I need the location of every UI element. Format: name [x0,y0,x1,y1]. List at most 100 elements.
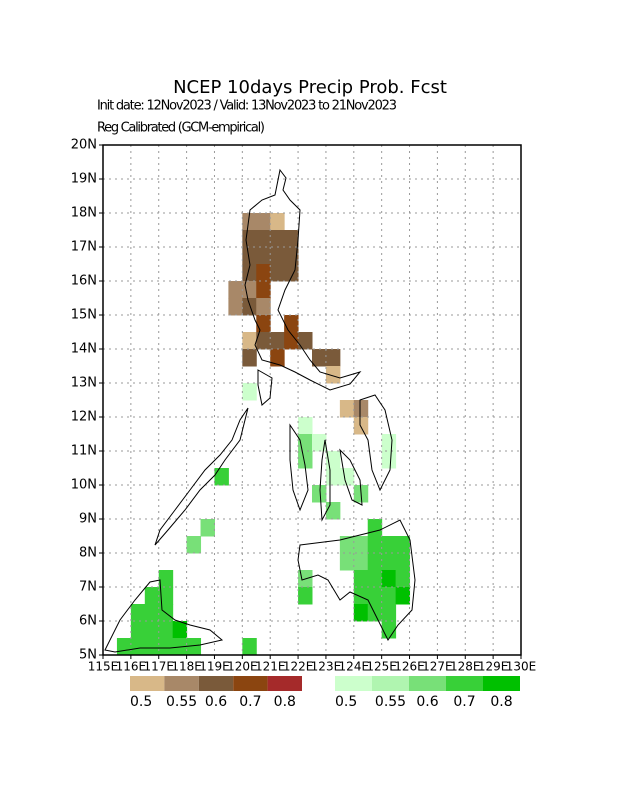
grid-cell [353,417,369,435]
grid-cell [242,264,257,282]
grid-cell [367,536,383,554]
subtitle: Init date: 12Nov2023 / Valid: 13Nov2023 … [97,99,397,114]
legend-swatch [335,676,372,691]
grid-cell [298,417,313,435]
grid-cell [381,553,397,571]
x-tick-label: 124E [339,660,370,674]
legend-swatch [409,676,446,691]
grid-cell [381,451,397,469]
grid-cell [325,366,341,384]
y-tick-label: 8N [79,546,97,561]
grid-cell [381,587,397,605]
x-tick-label: 116E [116,660,147,674]
grid-cell [242,213,257,231]
grid-cell [353,553,369,571]
y-tick-label: 7N [79,580,97,595]
y-tick-label: 15N [71,308,97,323]
legend-label: 0.8 [274,694,296,710]
grid-cell [270,332,285,350]
grid-cell [339,468,355,486]
legend-swatch [233,676,268,691]
grid-cell [242,247,257,265]
legend-label: 0.6 [416,694,438,710]
grid-cell [367,519,383,537]
x-tick-label: 125E [366,660,397,674]
y-tick-label: 10N [71,478,97,493]
legend-swatch [372,676,409,691]
grid-cell [367,604,383,622]
x-tick-label: 120E [227,660,258,674]
grid-cell [284,230,299,248]
legend-swatch [483,676,520,691]
grid-cell [325,349,341,367]
grid-cell [325,502,341,520]
grid-cell [298,587,313,605]
grid-cell [242,281,257,299]
x-tick-label: 122E [283,660,314,674]
legend-label: 0.5 [130,694,152,710]
legend-label: 0.6 [205,694,227,710]
grid-cell [130,604,146,622]
legend-label: 0.7 [239,694,261,710]
grid-cell [158,587,174,605]
grid-cell [353,604,369,622]
grid-cell [228,298,243,316]
grid-cell [284,315,299,333]
grid-cell [270,247,285,265]
grid-cell [270,230,285,248]
grid-cell [256,332,271,350]
x-tick-label: 128E [450,660,481,674]
grid-cell [270,213,285,231]
legend-swatch [267,676,302,691]
grid-cell [144,587,160,605]
grid-cell [284,247,299,265]
grid-cell [367,553,383,571]
grid-cell [312,485,327,503]
grid-cell [242,383,257,401]
grid-cell [381,570,397,588]
grid [103,145,521,655]
grid-cell [325,468,341,486]
grid-cell [381,536,397,554]
grid-cell [367,570,383,588]
grid-cell [158,621,174,639]
grid-cell [256,298,271,316]
grid-cell [367,587,383,605]
legend-label: 0.55 [375,694,406,710]
y-tick-label: 12N [71,410,97,425]
grid-cell [395,553,411,571]
y-tick-label: 5N [79,648,97,663]
legend-swatch [164,676,199,691]
grid-cell [158,638,174,656]
chart-title: NCEP 10days Precip Prob. Fcst [173,77,447,98]
y-tick-label: 16N [71,274,97,289]
x-tick-label: 117E [143,660,174,674]
x-tick-label: 130E [506,660,537,674]
grid-cell [242,230,257,248]
note: Reg Calibrated (GCM-empirical) [97,121,265,136]
x-tick-label: 121E [255,660,286,674]
grid-cell [256,213,271,231]
axes: 115E116E117E118E119E120E121E122E123E124E… [71,138,537,674]
x-tick-label: 127E [422,660,453,674]
x-tick-label: 126E [394,660,425,674]
grid-cell [339,400,355,418]
grid-cell [339,536,355,554]
x-tick-label: 118E [171,660,202,674]
grid-cell [256,230,271,248]
grid-cell [298,332,313,350]
grid-cell [130,621,146,639]
legend: 0.5 0.55 0.6 0.7 0.8 0.5 0.55 0.6 0.7 0.8 [130,676,520,710]
grid-cell [242,332,257,350]
legend-label: 0.7 [453,694,475,710]
grid-cell [116,638,132,656]
y-tick-label: 6N [79,614,97,629]
x-tick-label: 129E [478,660,509,674]
grid-cell [312,349,327,367]
grid-cell [395,536,411,554]
grid-cell [242,638,257,656]
grid-cell [256,247,271,265]
legend-swatch [198,676,234,691]
grid-cell [395,570,411,588]
grid-cell [144,604,160,622]
